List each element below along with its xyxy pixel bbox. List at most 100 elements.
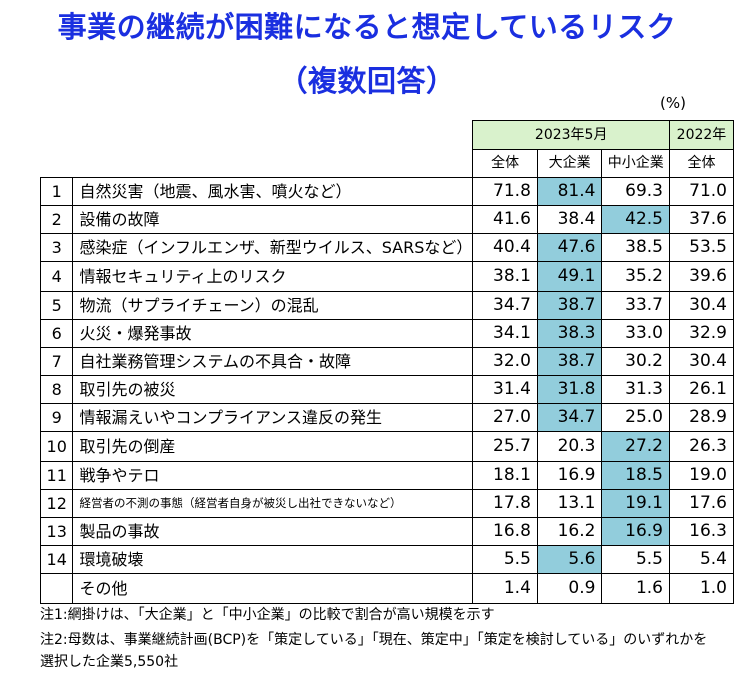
value-total-2023: 71.8 (472, 177, 538, 206)
risk-item-cell: 設備の故障 (72, 205, 474, 234)
value-total-2023: 5.5 (472, 545, 538, 574)
value-total-2022: 17.6 (669, 489, 734, 518)
rank-cell: 7 (39, 347, 74, 376)
value-total-2022: 53.5 (669, 233, 734, 262)
value-total-2022: 26.3 (669, 431, 734, 462)
risk-table: 2023年5月 2022年 全体 大企業 中小企業 全体 1 自然災害（地震、風水… (39, 120, 734, 604)
value-sme: 33.0 (601, 319, 670, 348)
value-large: 38.7 (536, 347, 603, 376)
value-large: 34.7 (536, 403, 603, 432)
risk-item-cell: 戦争やテロ (72, 461, 474, 490)
rank-cell: 9 (39, 403, 74, 432)
value-sme: 25.0 (601, 403, 670, 432)
risk-item-cell: 取引先の被災 (72, 375, 474, 404)
risk-item-cell: 感染症（インフルエンザ、新型ウイルス、SARSなど） (72, 233, 474, 262)
note-2: 注2:母数は、事業継続計画(BCP)を「策定している」「現在、策定中」「策定を検… (40, 632, 708, 648)
value-large: 0.9 (536, 573, 603, 604)
column-header-large: 大企業 (536, 149, 603, 178)
note-1: 注1:網掛けは、「大企業」と「中小企業」の比較で割合が高い規模を示す (40, 607, 495, 623)
value-sme: 27.2 (601, 431, 670, 462)
value-total-2022: 30.4 (669, 347, 734, 376)
risk-item-cell: 自然災害（地震、風水害、噴火など） (72, 177, 474, 206)
group-header-2023: 2023年5月 (472, 120, 670, 150)
value-sme: 1.6 (601, 573, 670, 604)
value-total-2022: 19.0 (669, 461, 734, 490)
value-total-2023: 16.8 (472, 517, 538, 546)
value-large: 81.4 (536, 177, 603, 206)
risk-item-cell: 製品の事故 (72, 517, 474, 546)
value-sme: 16.9 (601, 517, 670, 546)
table-body: 1 自然災害（地震、風水害、噴火など） 71.8 81.4 69.3 71.0 2 設備の故障… (39, 177, 734, 604)
value-total-2023: 1.4 (472, 573, 538, 604)
risk-item-cell: 経営者の不測の事態（経営者自身が被災し出社できないなど） (72, 489, 474, 518)
table-row: 13 製品の事故 16.8 16.2 16.9 16.3 (39, 517, 734, 546)
rank-cell: 5 (39, 291, 74, 320)
value-large: 38.7 (536, 291, 603, 320)
value-total-2022: 26.1 (669, 375, 734, 404)
risk-item-cell: その他 (72, 573, 474, 604)
risk-item-cell: 火災・爆発事故 (72, 319, 474, 348)
rank-cell: 6 (39, 319, 74, 348)
table-row: 12 経営者の不測の事態（経営者自身が被災し出社できないなど） 17.8 13.1 19… (39, 489, 734, 518)
chart-title: 事業の継続が困難になると想定しているリスク (57, 10, 677, 44)
value-total-2022: 30.4 (669, 291, 734, 320)
column-header-total-2023: 全体 (472, 149, 538, 178)
chart-subtitle: （複数回答） (278, 64, 456, 98)
value-total-2023: 34.1 (472, 319, 538, 348)
value-large: 47.6 (536, 233, 603, 262)
value-total-2023: 31.4 (472, 375, 538, 404)
rank-cell: 11 (39, 461, 74, 490)
value-large: 31.8 (536, 375, 603, 404)
value-sme: 30.2 (601, 347, 670, 376)
value-large: 38.4 (536, 205, 603, 234)
table-row: 1 自然災害（地震、風水害、噴火など） 71.8 81.4 69.3 71.0 (39, 177, 734, 206)
table-row: 11 戦争やテロ 18.1 16.9 18.5 19.0 (39, 461, 734, 490)
column-header-total-2022: 全体 (669, 149, 734, 178)
value-total-2023: 34.7 (472, 291, 538, 320)
value-sme: 5.5 (601, 545, 670, 574)
value-sme: 38.5 (601, 233, 670, 262)
rank-cell: 14 (39, 545, 74, 574)
rank-cell: 10 (39, 431, 74, 462)
value-total-2022: 5.4 (669, 545, 734, 574)
value-large: 20.3 (536, 431, 603, 462)
risk-item-cell: 情報漏えいやコンプライアンス違反の発生 (72, 403, 474, 432)
value-total-2023: 41.6 (472, 205, 538, 234)
table-row: 8 取引先の被災 31.4 31.8 31.3 26.1 (39, 375, 734, 404)
rank-cell: 13 (39, 517, 74, 546)
value-large: 16.9 (536, 461, 603, 490)
value-total-2023: 17.8 (472, 489, 538, 518)
risk-item-cell: 環境破壊 (72, 545, 474, 574)
column-header-sme: 中小企業 (601, 149, 670, 178)
rank-cell: 1 (39, 177, 74, 206)
risk-item-cell: 物流（サプライチェーン）の混乱 (72, 291, 474, 320)
value-large: 13.1 (536, 489, 603, 518)
table-row: 6 火災・爆発事故 34.1 38.3 33.0 32.9 (39, 319, 734, 348)
value-total-2022: 32.9 (669, 319, 734, 348)
unit-label: (%) (660, 94, 686, 112)
rank-cell: 2 (39, 205, 74, 234)
table-row: 14 環境破壊 5.5 5.6 5.5 5.4 (39, 545, 734, 574)
table-row: 3 感染症（インフルエンザ、新型ウイルス、SARSなど） 40.4 47.6 38.5 5… (39, 233, 734, 262)
value-large: 38.3 (536, 319, 603, 348)
value-total-2022: 16.3 (669, 517, 734, 546)
value-total-2022: 71.0 (669, 177, 734, 206)
value-total-2023: 40.4 (472, 233, 538, 262)
table-row: 4 情報セキュリティ上のリスク 38.1 49.1 35.2 39.6 (39, 261, 734, 292)
value-large: 16.2 (536, 517, 603, 546)
value-sme: 19.1 (601, 489, 670, 518)
value-total-2023: 27.0 (472, 403, 538, 432)
value-total-2022: 39.6 (669, 261, 734, 292)
value-total-2023: 18.1 (472, 461, 538, 490)
table-row: 5 物流（サプライチェーン）の混乱 34.7 38.7 33.7 30.4 (39, 291, 734, 320)
note-2-cont: 選択した企業5,550社 (40, 654, 179, 670)
risk-item-cell: 自社業務管理システムの不具合・故障 (72, 347, 474, 376)
value-sme: 35.2 (601, 261, 670, 292)
rank-cell: 4 (39, 261, 74, 292)
risk-item-cell: 情報セキュリティ上のリスク (72, 261, 474, 292)
value-total-2023: 25.7 (472, 431, 538, 462)
group-header-2022: 2022年 (669, 120, 734, 150)
value-sme: 31.3 (601, 375, 670, 404)
value-total-2023: 32.0 (472, 347, 538, 376)
rank-cell (39, 573, 74, 604)
